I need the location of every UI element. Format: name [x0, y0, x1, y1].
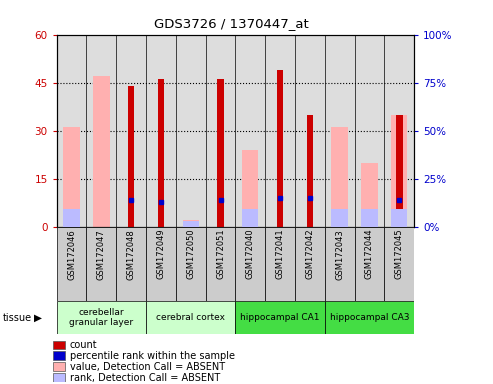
Bar: [331, 127, 348, 227]
Text: tissue: tissue: [2, 313, 32, 323]
Bar: [331, 209, 348, 227]
Text: GSM172047: GSM172047: [97, 229, 106, 280]
Bar: [206, 227, 236, 301]
Bar: [325, 301, 414, 334]
Bar: [325, 227, 354, 301]
Text: percentile rank within the sample: percentile rank within the sample: [70, 351, 235, 361]
Text: GSM172049: GSM172049: [156, 229, 166, 280]
Bar: [64, 127, 80, 227]
Text: count: count: [70, 341, 97, 351]
Bar: [146, 227, 176, 301]
Bar: [361, 209, 378, 227]
Bar: [93, 76, 109, 227]
Text: GSM172041: GSM172041: [276, 229, 284, 280]
Bar: [385, 227, 414, 301]
Text: ▶: ▶: [34, 313, 41, 323]
Text: GSM172043: GSM172043: [335, 229, 344, 280]
Text: GSM172042: GSM172042: [305, 229, 315, 280]
Bar: [396, 114, 402, 227]
Text: hippocampal CA3: hippocampal CA3: [330, 313, 409, 322]
Bar: [391, 114, 407, 227]
Bar: [242, 209, 258, 227]
Bar: [53, 351, 65, 360]
Text: GSM172046: GSM172046: [67, 229, 76, 280]
Bar: [391, 209, 407, 227]
Bar: [53, 373, 65, 382]
Bar: [182, 220, 199, 227]
Text: GSM172040: GSM172040: [246, 229, 255, 280]
Text: GSM172048: GSM172048: [127, 229, 136, 280]
Bar: [354, 227, 385, 301]
Bar: [236, 227, 265, 301]
Bar: [277, 70, 283, 227]
Text: value, Detection Call = ABSENT: value, Detection Call = ABSENT: [70, 362, 225, 372]
Bar: [242, 150, 258, 227]
Text: cerebral cortex: cerebral cortex: [156, 313, 225, 322]
Bar: [217, 79, 224, 227]
Text: cerebellar
granular layer: cerebellar granular layer: [70, 308, 134, 328]
Bar: [265, 227, 295, 301]
Bar: [86, 227, 116, 301]
Bar: [53, 362, 65, 371]
Bar: [64, 209, 80, 227]
Text: GSM172051: GSM172051: [216, 229, 225, 280]
Bar: [307, 114, 313, 227]
Bar: [146, 301, 236, 334]
Text: GSM172050: GSM172050: [186, 229, 195, 280]
Bar: [128, 86, 135, 227]
Bar: [57, 301, 146, 334]
Text: rank, Detection Call = ABSENT: rank, Detection Call = ABSENT: [70, 373, 220, 383]
Bar: [158, 79, 164, 227]
Bar: [236, 301, 325, 334]
Text: GDS3726 / 1370447_at: GDS3726 / 1370447_at: [154, 17, 309, 30]
Bar: [361, 162, 378, 227]
Bar: [295, 227, 325, 301]
Bar: [53, 341, 65, 349]
Text: GSM172044: GSM172044: [365, 229, 374, 280]
Bar: [176, 227, 206, 301]
Text: GSM172045: GSM172045: [395, 229, 404, 280]
Bar: [116, 227, 146, 301]
Bar: [182, 221, 199, 227]
Bar: [57, 227, 86, 301]
Text: hippocampal CA1: hippocampal CA1: [240, 313, 320, 322]
